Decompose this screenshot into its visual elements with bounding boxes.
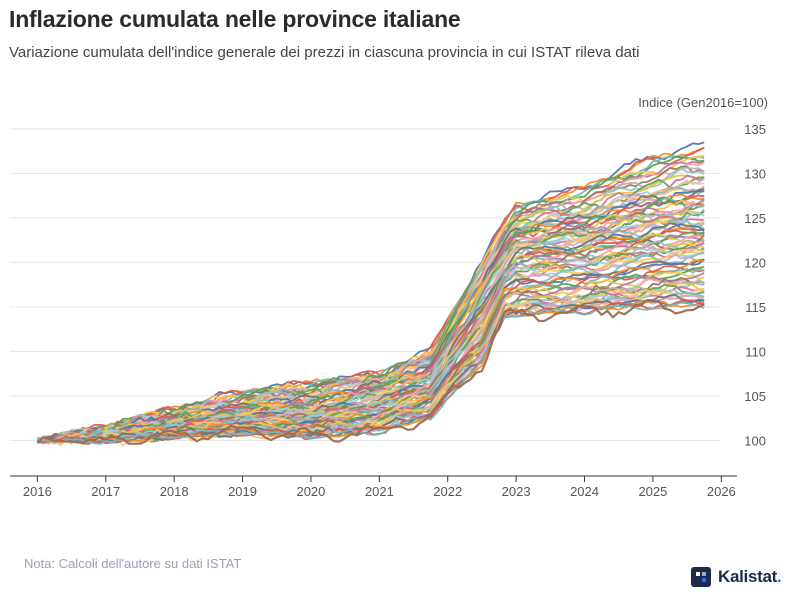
province-series-line (36, 234, 705, 443)
x-tick-label: 2016 (23, 484, 52, 499)
x-tick-label: 2019 (228, 484, 257, 499)
x-tick-label: 2018 (160, 484, 189, 499)
tick-labels: 100 105 110 115 120 125 130 135 Indice (Gen2016=… (23, 95, 768, 499)
y-tick-label: 105 (744, 389, 766, 404)
x-tick-label: 2026 (707, 484, 736, 499)
chart-subtitle: Variazione cumulata dell'indice generale… (9, 44, 640, 61)
kalistat-logo-icon (691, 567, 711, 587)
province-series-line (37, 279, 705, 445)
brand-name: Kalistat. (718, 567, 782, 586)
line-chart: 100 105 110 115 120 125 130 135 Indice (Gen2016=… (10, 95, 768, 499)
series-lines (36, 141, 705, 447)
province-series-line (36, 299, 705, 445)
x-tick-label: 2025 (638, 484, 667, 499)
y-tick-label: 110 (745, 344, 766, 359)
y-tick-label: 135 (744, 122, 766, 137)
x-axis (10, 475, 737, 482)
x-tick-label: 2020 (296, 484, 325, 499)
chart-title: Inflazione cumulata nelle province itali… (9, 6, 461, 32)
y-tick-label: 100 (744, 433, 766, 448)
x-tick-label: 2024 (570, 484, 599, 499)
y-tick-label: 130 (744, 166, 766, 181)
y-tick-label: 115 (745, 300, 766, 315)
x-tick-label: 2017 (91, 484, 120, 499)
y-axis-title: Indice (Gen2016=100) (638, 95, 768, 110)
brand-logo-block: Kalistat. (690, 566, 782, 588)
province-series-line (36, 248, 705, 444)
x-tick-label: 2023 (502, 484, 531, 499)
footnote: Nota: Calcoli dell'autore su dati ISTAT (24, 556, 242, 571)
province-series-line (37, 301, 705, 445)
y-tick-label: 120 (744, 255, 766, 270)
x-tick-label: 2022 (433, 484, 462, 499)
y-tick-label: 125 (744, 211, 766, 226)
province-series-line (37, 290, 705, 443)
x-tick-label: 2021 (365, 484, 394, 499)
